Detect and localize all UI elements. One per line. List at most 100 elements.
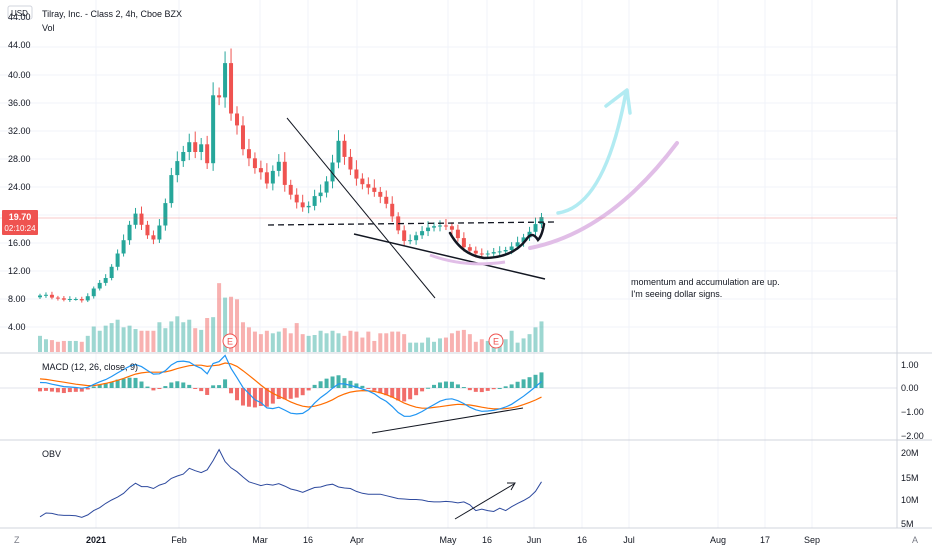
candle-body <box>276 161 281 171</box>
macd-histogram-bar <box>348 380 353 388</box>
time-axis[interactable]: 2021 Feb Mar 16 Apr May 16 Jun 16 Jul Au… <box>86 535 820 545</box>
volume-bar <box>426 337 431 352</box>
macd-histogram-bar <box>103 383 108 388</box>
macd-histogram-bar <box>97 384 102 388</box>
macd-histogram-bar <box>38 388 42 392</box>
drawings <box>267 88 679 520</box>
volume-bar <box>306 335 311 352</box>
currency-badge[interactable] <box>7 5 33 20</box>
volume-bar <box>252 331 257 352</box>
candle-body <box>515 242 520 247</box>
macd-histogram-bar <box>276 388 281 400</box>
candle-body <box>360 178 365 185</box>
volume-bar <box>509 330 514 352</box>
macd-histogram-bar <box>193 388 198 389</box>
annotation-line-2[interactable]: I'm seeing dollar signs. <box>631 289 722 299</box>
lower-trend-line[interactable] <box>353 233 546 280</box>
volume-bar <box>408 342 413 352</box>
candle-body <box>408 240 413 242</box>
candle-body <box>103 278 108 283</box>
candle-body <box>79 299 84 301</box>
time-tick: Jul <box>623 535 635 545</box>
volume-bar <box>97 330 102 352</box>
obv-axis[interactable]: 20M 15M 10M 5M <box>901 448 919 529</box>
volume-bar <box>223 297 228 352</box>
candle-body <box>109 266 114 278</box>
time-tick: Jun <box>527 535 542 545</box>
chart-title[interactable]: Tilray, Inc. - Class 2, 4h, Cboe BZX <box>42 9 182 19</box>
macd-divergence-line[interactable] <box>371 407 524 434</box>
candle-body <box>414 235 419 241</box>
macd-histogram-bar <box>336 375 341 388</box>
support-dashed-line[interactable] <box>267 221 557 226</box>
volume-bar <box>235 299 240 352</box>
candle-body <box>449 226 454 230</box>
volume-bar <box>414 342 419 352</box>
candle-body <box>300 202 305 208</box>
candle-body <box>420 231 425 236</box>
volume-bar <box>432 341 437 352</box>
volume-bar <box>348 330 353 352</box>
candle-body <box>55 297 60 299</box>
pink-arrow-curve[interactable] <box>528 141 679 250</box>
macd-histogram-bar <box>414 388 419 396</box>
earnings-marker-label: E <box>227 337 233 347</box>
price-tick: 28.00 <box>8 154 31 164</box>
candle-body <box>38 295 42 298</box>
obv-trend-arrow[interactable] <box>454 483 515 520</box>
price-axis[interactable]: 44.00 44.00 40.00 36.00 32.00 28.00 24.0… <box>8 12 31 332</box>
candle-body <box>181 152 186 162</box>
volume-label[interactable]: Vol <box>42 23 55 33</box>
candle-body <box>509 246 514 250</box>
auto-scale-button[interactable]: A <box>912 535 918 545</box>
obv-tick: 15M <box>901 473 919 483</box>
cup-and-handle-shape[interactable] <box>448 222 546 260</box>
macd-histogram-bar <box>127 377 132 388</box>
annotation-line-1[interactable]: momentum and accumulation are up. <box>631 277 780 287</box>
macd-tick: −1.00 <box>901 407 924 417</box>
candle-body <box>157 225 162 240</box>
macd-axis[interactable]: 1.00 0.00 −1.00 −2.00 <box>901 360 924 441</box>
volume-bar <box>109 323 114 352</box>
macd-histogram-bar <box>258 388 263 406</box>
volume-bar <box>533 327 538 352</box>
earnings-marker[interactable]: E <box>222 333 238 349</box>
volume-bar <box>390 331 395 352</box>
candle-body <box>187 142 192 152</box>
macd-signal-line <box>39 362 542 410</box>
volume-bar <box>312 335 317 352</box>
candle-body <box>115 253 120 267</box>
volume-bar <box>384 333 389 352</box>
volume-bar <box>402 334 407 352</box>
candle-body <box>533 224 538 232</box>
candle-body <box>497 251 502 253</box>
candle-body <box>539 217 544 225</box>
macd-label[interactable]: MACD (12, 26, close, 9) <box>42 362 138 372</box>
candle-body <box>312 196 317 206</box>
macd-histogram-bar <box>402 388 407 402</box>
candle-body <box>139 213 144 225</box>
macd-histogram-bar <box>121 378 126 388</box>
zoom-reset-button[interactable]: Z <box>14 535 20 545</box>
macd-histogram-bar <box>157 388 162 389</box>
obv-label[interactable]: OBV <box>42 449 61 459</box>
candle-body <box>61 298 66 300</box>
price-tick: 8.00 <box>8 294 26 304</box>
volume-bar <box>366 331 371 352</box>
candle-body <box>270 170 275 184</box>
downtrend-line[interactable] <box>286 117 436 299</box>
price-tick: 36.00 <box>8 98 31 108</box>
macd-histogram-bar <box>449 381 454 388</box>
macd-histogram-bar <box>461 387 466 389</box>
macd-histogram-bar <box>521 379 526 388</box>
macd-histogram-bar <box>396 388 401 401</box>
volume-bar <box>121 327 126 352</box>
volume-bar <box>169 321 174 352</box>
teal-arrow-curve[interactable] <box>556 90 628 215</box>
macd-histogram-bar <box>306 388 311 391</box>
last-price-badge[interactable]: 19.70 02:10:24 <box>2 210 38 235</box>
macd-histogram-bar <box>85 388 90 390</box>
price-tick: 16.00 <box>8 238 31 248</box>
volume-bar <box>67 340 72 352</box>
earnings-marker[interactable]: E <box>488 333 504 349</box>
